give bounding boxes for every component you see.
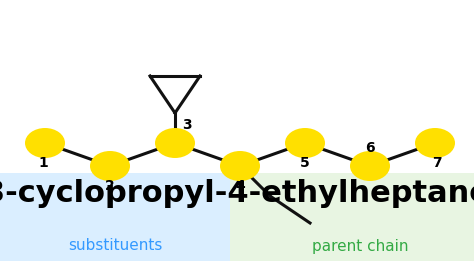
Text: 3: 3	[182, 118, 192, 132]
Text: 2: 2	[105, 179, 115, 193]
Text: 6: 6	[365, 141, 375, 155]
Text: 4: 4	[235, 179, 245, 193]
Ellipse shape	[350, 151, 390, 181]
Text: substituents: substituents	[68, 239, 162, 253]
Ellipse shape	[25, 128, 65, 158]
Text: 3-cyclopropyl-4-ethylheptane: 3-cyclopropyl-4-ethylheptane	[0, 180, 474, 209]
Ellipse shape	[415, 128, 455, 158]
Text: 1: 1	[38, 156, 48, 170]
Bar	[230, 173, 474, 261]
Text: 5: 5	[300, 156, 310, 170]
Ellipse shape	[90, 151, 130, 181]
Ellipse shape	[285, 128, 325, 158]
Text: parent chain: parent chain	[312, 239, 408, 253]
Text: 7: 7	[432, 156, 442, 170]
Ellipse shape	[220, 151, 260, 181]
Bar	[0, 173, 230, 261]
Ellipse shape	[155, 128, 195, 158]
